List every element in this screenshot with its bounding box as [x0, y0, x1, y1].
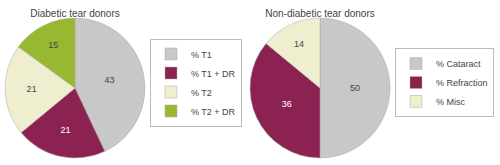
svg-text:% T2 + DR: % T2 + DR [191, 107, 236, 117]
svg-text:43: 43 [105, 75, 115, 85]
svg-text:% T1: % T1 [191, 50, 212, 60]
svg-text:14: 14 [294, 39, 304, 49]
svg-text:Diabetic tear donors: Diabetic tear donors [30, 8, 120, 19]
svg-text:21: 21 [61, 125, 71, 135]
svg-text:% Misc: % Misc [436, 97, 465, 107]
svg-text:Non-diabetic tear donors: Non-diabetic tear donors [265, 8, 375, 19]
svg-text:15: 15 [48, 40, 58, 50]
svg-text:% Cataract: % Cataract [436, 59, 481, 69]
svg-text:% T1 + DR: % T1 + DR [191, 69, 236, 79]
svg-text:% T2: % T2 [191, 88, 212, 98]
svg-text:% Refraction: % Refraction [436, 78, 488, 88]
svg-text:50: 50 [350, 83, 360, 93]
svg-text:36: 36 [282, 99, 292, 109]
svg-text:21: 21 [27, 84, 37, 94]
